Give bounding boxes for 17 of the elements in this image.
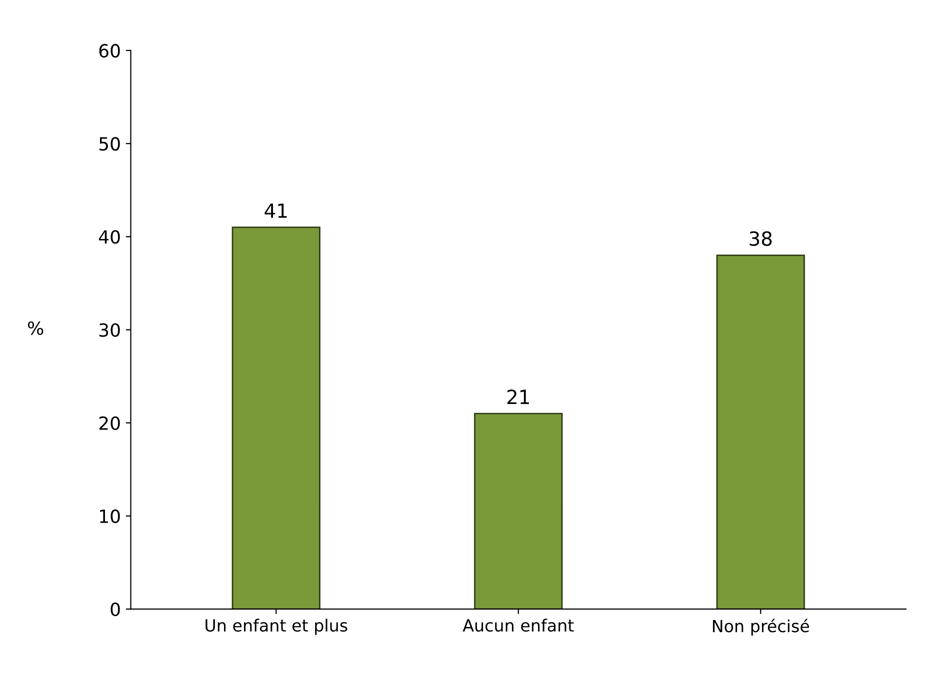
- y-tick-label: 40: [98, 230, 120, 244]
- bar: [474, 412, 563, 610]
- y-axis-title: %: [28, 321, 44, 336]
- y-tick-label: 50: [99, 137, 120, 151]
- y-tick-label: 0: [110, 602, 120, 616]
- y-tick-label: 60: [99, 44, 120, 58]
- y-tick-label: 20: [99, 416, 120, 430]
- x-tick-label: Un enfant et plus: [206, 618, 348, 635]
- bar: [232, 226, 320, 610]
- x-tick-label: Non précisé: [712, 618, 810, 636]
- data-label: 21: [507, 390, 529, 404]
- data-label: 38: [750, 231, 772, 246]
- bar: [716, 254, 805, 610]
- y-tick-label: 10: [100, 509, 120, 524]
- x-tick-label: Aucun enfant: [462, 618, 574, 632]
- data-label: 41: [264, 204, 287, 218]
- y-tick-label: 30: [99, 323, 120, 337]
